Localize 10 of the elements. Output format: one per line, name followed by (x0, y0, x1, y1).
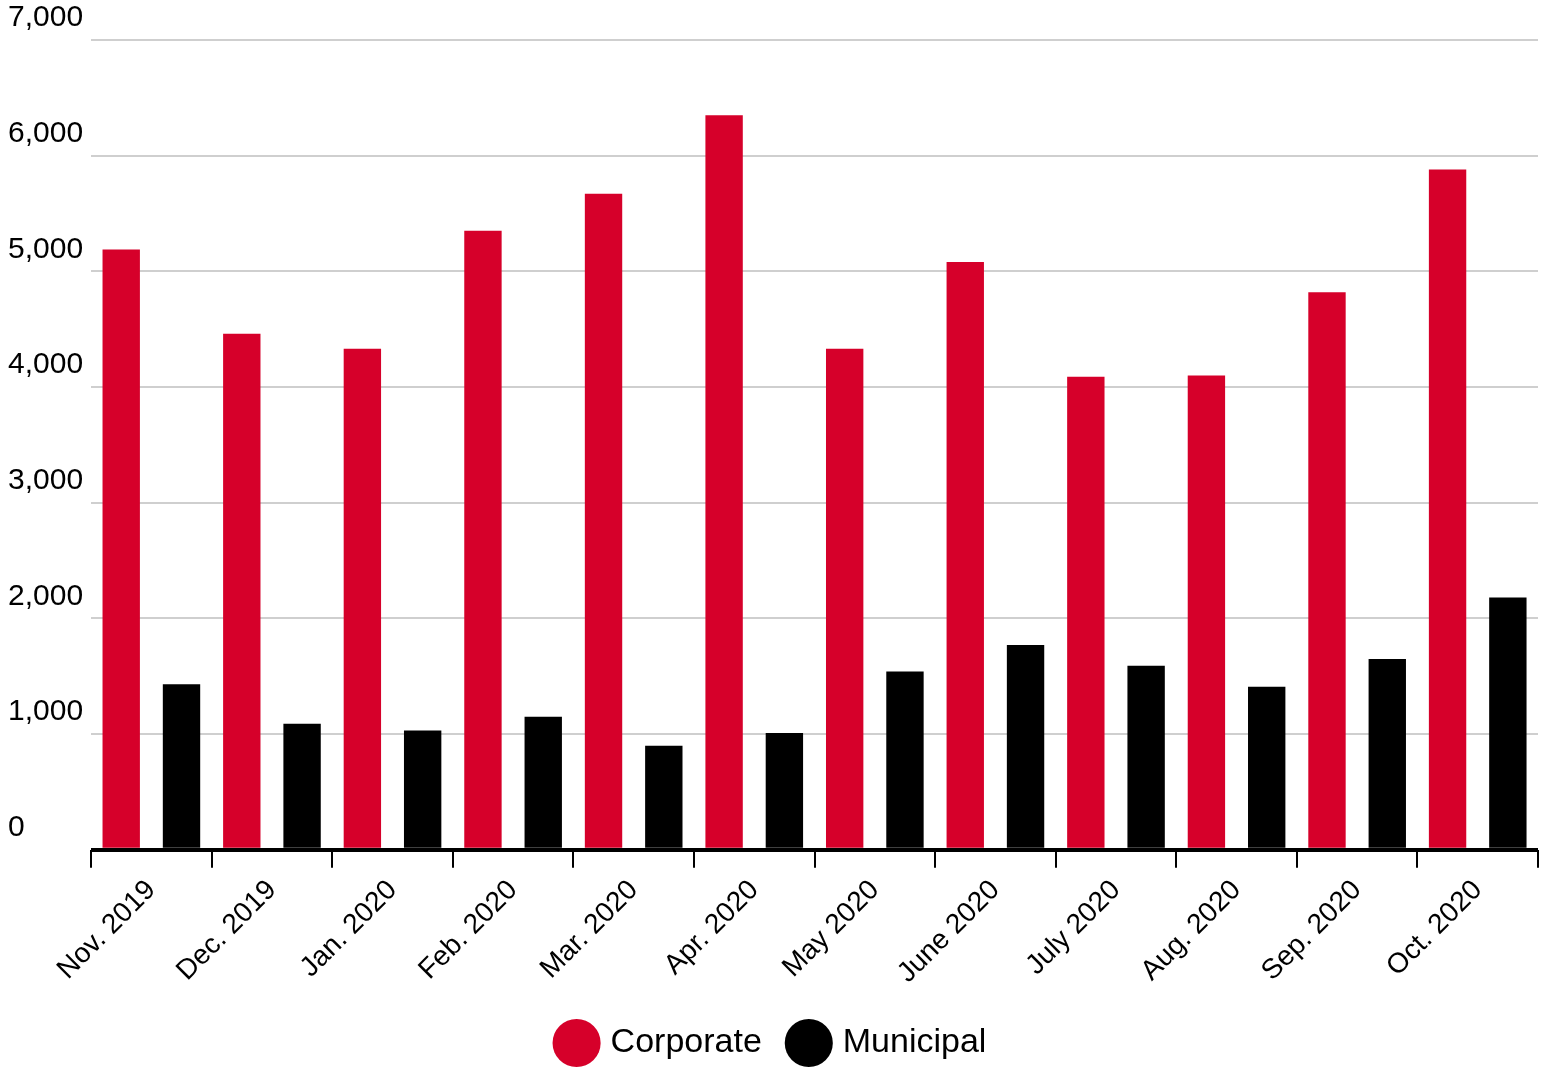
y-tick-label: 1,000 (8, 693, 84, 727)
y-tick-label: 0 (8, 809, 25, 843)
y-tick-label: 2,000 (8, 577, 84, 611)
y-tick-label: 3,000 (8, 461, 84, 495)
legend-label: Corporate (610, 1021, 762, 1060)
legend-label: Municipal (842, 1021, 987, 1060)
y-tick-label: 6,000 (8, 114, 84, 148)
y-tick-label: 5,000 (8, 230, 84, 264)
y-tick-label: 4,000 (8, 346, 84, 380)
y-tick-label: 7,000 (8, 0, 84, 33)
